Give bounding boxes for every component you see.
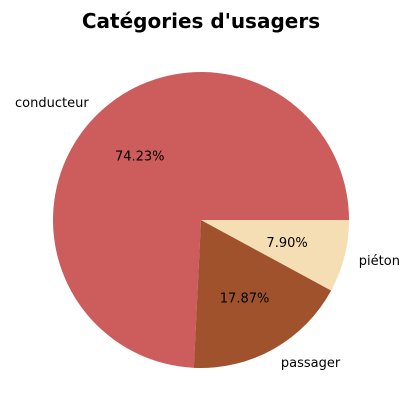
pie-percent-label: 17.87% [220,291,270,306]
pie-slices [53,71,350,368]
pie-category-label: passager [281,356,341,371]
pie-percent-label: 74.23% [115,150,165,165]
pie-category-label: conducteur [15,96,89,111]
pie-category-label: piéton [359,254,400,269]
pie-labels: 74.23% conducteur 17.87% passager 7.90% piéto… [15,96,400,371]
pie-slice-piéton [201,220,349,291]
chart-title: Catégories d'usagers [82,9,320,33]
pie-percent-label: 7.90% [266,236,307,251]
pie-slice-conducteur [53,71,350,368]
pie-slice-passager [193,220,332,368]
